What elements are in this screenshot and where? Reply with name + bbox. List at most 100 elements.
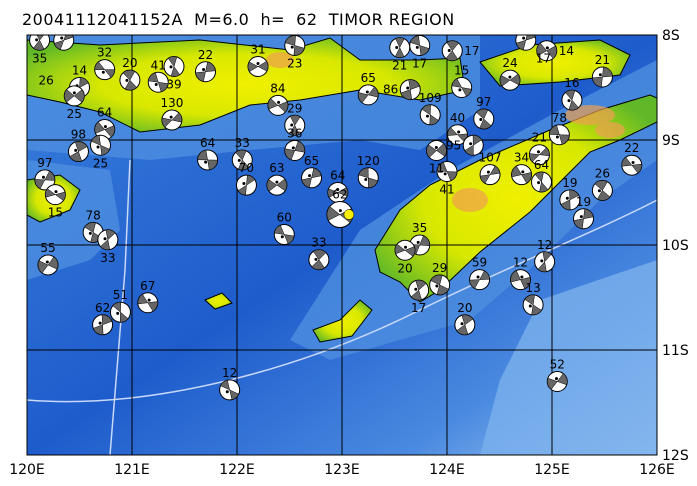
p-axis-dot — [460, 322, 464, 326]
lat-tick-label: 10S — [662, 238, 689, 254]
p-axis-dot — [45, 260, 49, 264]
focal-mechanism — [394, 239, 416, 261]
compression-quadrant — [161, 112, 183, 128]
main-event-marker — [343, 209, 355, 220]
p-axis-dot — [404, 245, 408, 249]
focal-mechanism — [534, 251, 556, 273]
p-axis-dot — [476, 275, 480, 279]
compression-quadrant — [592, 66, 613, 88]
focal-mechanism — [308, 249, 330, 271]
p-axis-dot — [74, 148, 78, 152]
compression-quadrant — [621, 156, 642, 174]
compression-quadrant — [94, 121, 115, 138]
depth-label: 23 — [287, 57, 302, 71]
lat-tick-label: 12S — [662, 448, 689, 464]
focal-mechanism — [231, 149, 253, 171]
p-axis-dot — [60, 36, 64, 40]
focal-mechanism — [284, 35, 306, 56]
focal-mechanism — [436, 161, 458, 182]
compression-quadrant — [358, 86, 379, 104]
depth-label: 52 — [550, 358, 565, 372]
fault-line — [109, 159, 131, 455]
compression-quadrant — [475, 108, 492, 130]
lat-tick-label: 9S — [662, 133, 680, 149]
depth-label: 17 — [412, 57, 427, 71]
depth-label: 95 — [446, 138, 461, 152]
focal-mechanism — [53, 35, 75, 51]
p-axis-dot — [536, 150, 540, 154]
depth-label: 21 — [595, 53, 610, 67]
focal-mechanism — [119, 69, 141, 91]
p-axis-dot — [365, 90, 369, 94]
compression-quadrant — [289, 115, 301, 136]
p-axis-dot — [54, 190, 58, 194]
focal-mechanism — [301, 167, 323, 189]
p-axis-dot — [103, 125, 107, 129]
depth-label: 17 — [411, 301, 426, 315]
depth-label: 26 — [595, 166, 610, 180]
p-axis-dot — [521, 170, 525, 174]
focal-mechanism — [419, 104, 441, 126]
p-axis-dot — [277, 100, 281, 104]
depth-label: 60 — [277, 211, 292, 225]
compression-quadrant — [534, 171, 549, 193]
depth-label: 59 — [472, 256, 487, 270]
compression-quadrant — [469, 270, 490, 289]
p-axis-dot — [469, 142, 473, 146]
lon-tick-label: 126E — [639, 462, 675, 478]
depth-label: 29 — [432, 261, 447, 275]
p-axis-dot — [336, 188, 340, 192]
compression-quadrant — [247, 61, 269, 72]
compression-quadrant — [511, 165, 532, 184]
depth-label: 22 — [198, 48, 213, 62]
depth-label: 26 — [38, 73, 53, 87]
p-axis-dot — [447, 49, 451, 53]
p-axis-dot — [528, 304, 532, 308]
p-axis-dot — [554, 377, 558, 381]
p-axis-dot — [98, 321, 102, 325]
focal-mechanism — [195, 61, 216, 83]
focal-mechanism — [284, 140, 306, 161]
depth-label: 41 — [151, 58, 166, 72]
compression-quadrant — [426, 143, 447, 158]
p-axis-dot — [406, 86, 410, 90]
compression-quadrant — [410, 279, 427, 301]
depth-label: 67 — [140, 279, 155, 293]
depth-label: 130 — [160, 96, 183, 110]
p-axis-dot — [545, 46, 549, 50]
depth-label: 51 — [113, 288, 128, 302]
focal-mechanism — [451, 77, 473, 98]
depth-label: 84 — [270, 81, 285, 95]
focal-mechanism — [536, 40, 558, 62]
p-axis-dot — [291, 146, 295, 150]
depth-label: 32 — [97, 46, 112, 60]
compression-quadrant — [122, 69, 138, 91]
depth-label: 20 — [457, 301, 472, 315]
depth-label: 12 — [537, 238, 552, 252]
focal-mechanism — [94, 59, 116, 81]
focal-mechanism — [357, 84, 379, 106]
compression-quadrant — [33, 35, 45, 51]
p-axis-dot — [414, 287, 418, 291]
p-axis-dot — [35, 38, 39, 42]
depth-label: 62 — [95, 301, 110, 315]
depth-label: 14 — [559, 44, 574, 58]
lon-tick-label: 124E — [429, 462, 465, 478]
depth-label: 97 — [476, 95, 491, 109]
focal-mechanism — [499, 69, 521, 91]
depth-label: 13 — [525, 281, 540, 295]
depth-label: 109 — [419, 91, 442, 105]
focal-mechanism — [266, 174, 288, 196]
compression-quadrant — [34, 170, 56, 190]
compression-quadrant — [594, 180, 611, 201]
compression-quadrant — [573, 208, 594, 229]
p-axis-dot — [88, 231, 92, 235]
focal-mechanism — [92, 314, 114, 336]
p-axis-dot — [415, 45, 419, 49]
compression-quadrant — [479, 165, 501, 184]
main-event-focal-mechanism — [326, 201, 355, 229]
p-axis-dot — [169, 65, 173, 69]
p-axis-dot — [103, 237, 107, 241]
focal-mechanism — [515, 35, 537, 51]
focal-mechanism — [409, 35, 431, 56]
